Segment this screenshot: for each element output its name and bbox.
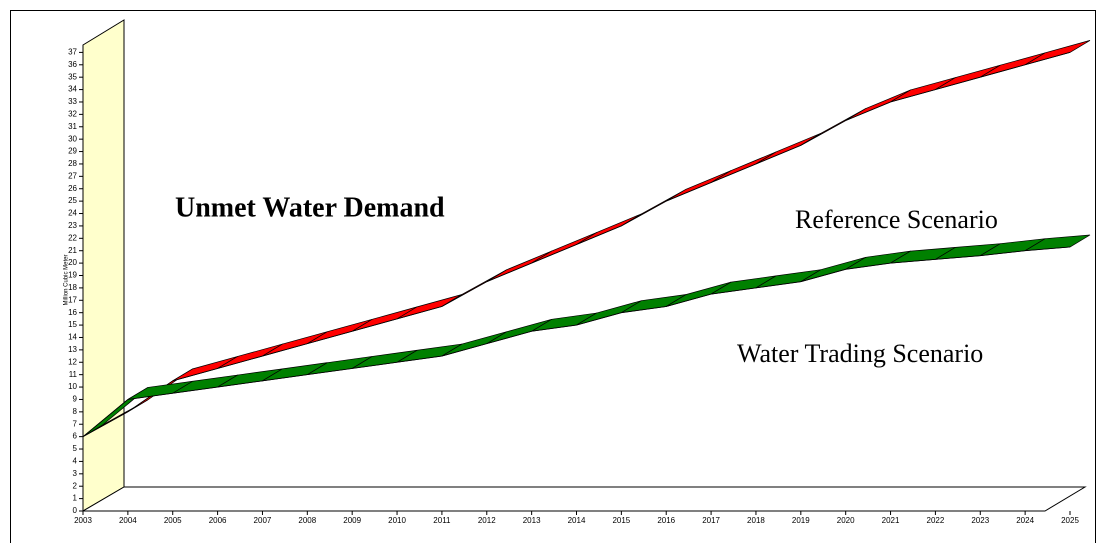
y-tick-label: 3	[73, 469, 78, 478]
ribbon-face	[352, 306, 418, 332]
ribbon-face	[845, 89, 911, 121]
y-axis-label: Million Cubic Meter	[64, 254, 70, 305]
y-tick-label: 23	[68, 221, 77, 230]
ribbon-face	[531, 232, 597, 264]
ribbon-face	[576, 213, 642, 245]
ribbon-face	[217, 343, 283, 369]
x-tick-label: 2019	[792, 516, 810, 525]
y-tick-label: 8	[73, 407, 78, 416]
x-tick-label: 2009	[343, 516, 361, 525]
x-tick-label: 2004	[119, 516, 137, 525]
x-tick-label: 2007	[254, 516, 272, 525]
ribbon-face	[755, 133, 821, 165]
x-tick-label: 2012	[478, 516, 496, 525]
ribbon-face	[666, 281, 732, 307]
y-tick-label: 4	[73, 457, 78, 466]
y-tick-label: 34	[68, 85, 77, 94]
y-tick-label: 21	[68, 246, 77, 255]
x-tick-label: 2010	[388, 516, 406, 525]
y-tick-label: 25	[68, 196, 77, 205]
y-tick-label: 13	[68, 345, 77, 354]
y-tick-label: 6	[73, 432, 78, 441]
y-tick-label: 15	[68, 320, 77, 329]
x-tick-label: 2015	[612, 516, 630, 525]
y-tick-label: 20	[68, 258, 77, 267]
y-tick-label: 36	[68, 60, 77, 69]
x-tick-label: 2022	[927, 516, 945, 525]
y-tick-label: 10	[68, 382, 77, 391]
y-tick-label: 37	[68, 48, 77, 57]
ribbon-face	[935, 64, 1001, 90]
y-tick-label: 7	[73, 419, 78, 428]
ribbon-face	[486, 318, 552, 345]
x-tick-label: 2021	[882, 516, 900, 525]
floor	[81, 486, 1087, 512]
y-tick-label: 32	[68, 109, 77, 118]
y-tick-label: 2	[73, 481, 78, 490]
series-line	[82, 52, 1071, 437]
frame	[10, 10, 1096, 543]
x-tick-label: 2017	[702, 516, 720, 525]
x-tick-label: 2006	[209, 516, 227, 525]
ribbon-face	[486, 250, 552, 283]
ribbon-face	[307, 318, 373, 345]
ribbon-face	[396, 294, 463, 320]
x-tick-label: 2020	[837, 516, 855, 525]
y-tick-label: 16	[68, 308, 77, 317]
back-wall	[82, 19, 125, 512]
ribbon-face	[666, 170, 732, 202]
x-tick-label: 2025	[1061, 516, 1079, 525]
y-tick-label: 18	[68, 283, 77, 292]
chart-title: Unmet Water Demand	[175, 192, 445, 223]
ribbon-face	[800, 256, 866, 283]
y-tick-label: 35	[68, 72, 77, 81]
y-tick-label: 9	[73, 395, 78, 404]
ribbon-face	[262, 331, 328, 357]
x-tick-label: 2024	[1016, 516, 1034, 525]
series-line	[82, 246, 1071, 437]
ribbon-face	[441, 331, 507, 357]
x-tick-label: 2011	[433, 516, 451, 525]
y-tick-label: 30	[68, 134, 77, 143]
x-tick-label: 2005	[164, 516, 182, 525]
y-tick-label: 5	[73, 444, 78, 453]
ribbon-face	[1024, 40, 1091, 66]
y-tick-label: 28	[68, 159, 77, 168]
y-tick-label: 17	[68, 295, 77, 304]
x-tick-label: 2013	[523, 516, 541, 525]
y-tick-label: 12	[68, 357, 77, 366]
ribbon-face	[710, 151, 777, 183]
y-tick-label: 27	[68, 171, 77, 180]
y-tick-label: 22	[68, 233, 77, 242]
x-tick-label: 2018	[747, 516, 765, 525]
ribbon-face	[980, 52, 1046, 78]
x-tick-label: 2014	[568, 516, 586, 525]
y-tick-label: 14	[68, 333, 77, 342]
y-tick-label: 1	[73, 494, 78, 503]
series-label: Reference Scenario	[795, 205, 998, 234]
y-tick-label: 24	[68, 209, 77, 218]
y-tick-label: 11	[69, 370, 78, 379]
x-tick-label: 2003	[74, 516, 92, 525]
y-tick-label: 33	[68, 97, 77, 106]
x-tick-label: 2008	[298, 516, 316, 525]
y-tick-label: 31	[68, 122, 77, 131]
y-tick-label: 0	[73, 506, 78, 515]
x-tick-label: 2023	[971, 516, 989, 525]
y-tick-label: 29	[68, 147, 77, 156]
series-label: Water Trading Scenario	[737, 339, 983, 368]
ribbon-face	[576, 300, 642, 326]
ribbon-face	[890, 77, 956, 103]
y-tick-label: 26	[68, 184, 77, 193]
y-tick-label: 19	[68, 271, 77, 280]
x-tick-label: 2016	[657, 516, 675, 525]
